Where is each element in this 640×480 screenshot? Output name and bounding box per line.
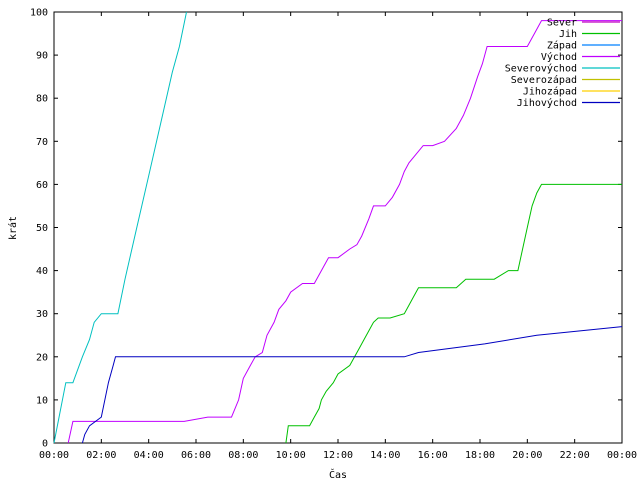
y-tick-label: 30 [36, 309, 48, 320]
y-tick-label: 60 [36, 180, 48, 191]
x-tick-label: 18:00 [465, 450, 495, 461]
x-tick-label: 04:00 [134, 450, 164, 461]
legend-label: Severozápad [511, 74, 577, 86]
y-tick-label: 80 [36, 94, 48, 105]
legend-label: Severovýchod [505, 63, 577, 75]
legend-label: Sever [547, 18, 577, 29]
series-line-jihovýchod [81, 326, 623, 444]
y-tick-label: 40 [36, 266, 48, 277]
series-layer [53, 11, 623, 444]
series-line-východ [67, 20, 622, 444]
x-tick-label: 16:00 [418, 450, 448, 461]
series-line-severovýchod [53, 11, 187, 444]
x-tick-label: 00:00 [39, 450, 69, 461]
legend-label: Jihozápad [523, 86, 577, 98]
x-tick-label: 08:00 [228, 450, 258, 461]
y-tick-label: 90 [36, 51, 48, 62]
x-tick-label: 06:00 [181, 450, 211, 461]
legend: SeverJihZápadVýchodSeverovýchodSeverozáp… [505, 18, 620, 109]
x-tick-label: 22:00 [560, 450, 590, 461]
y-tick-label: 20 [36, 352, 48, 363]
x-tick-label: 14:00 [370, 450, 400, 461]
x-axis-label: Čas [329, 468, 347, 480]
legend-label: Západ [547, 40, 577, 52]
legend-label: Jihovýchod [517, 97, 577, 109]
y-tick-label: 50 [36, 223, 48, 234]
y-axis-label: krát [7, 216, 19, 240]
legend-label: Východ [541, 51, 577, 63]
legend-label: Jih [559, 29, 577, 40]
x-tick-label: 10:00 [276, 450, 306, 461]
y-tick-label: 70 [36, 137, 48, 148]
axis-ticks: 00:00 02:00 04:00 06:00 08:00 10:00 12:00 14:00… [30, 8, 637, 462]
x-tick-label: 20:00 [512, 450, 542, 461]
series-line-jih [285, 183, 622, 444]
y-tick-label: 10 [36, 395, 48, 406]
x-tick-label: 12:00 [323, 450, 353, 461]
y-tick-label: 100 [30, 8, 48, 19]
x-tick-label: 02:00 [86, 450, 116, 461]
y-tick-label: 0 [42, 439, 48, 450]
x-tick-label: 00:00 [607, 450, 637, 461]
